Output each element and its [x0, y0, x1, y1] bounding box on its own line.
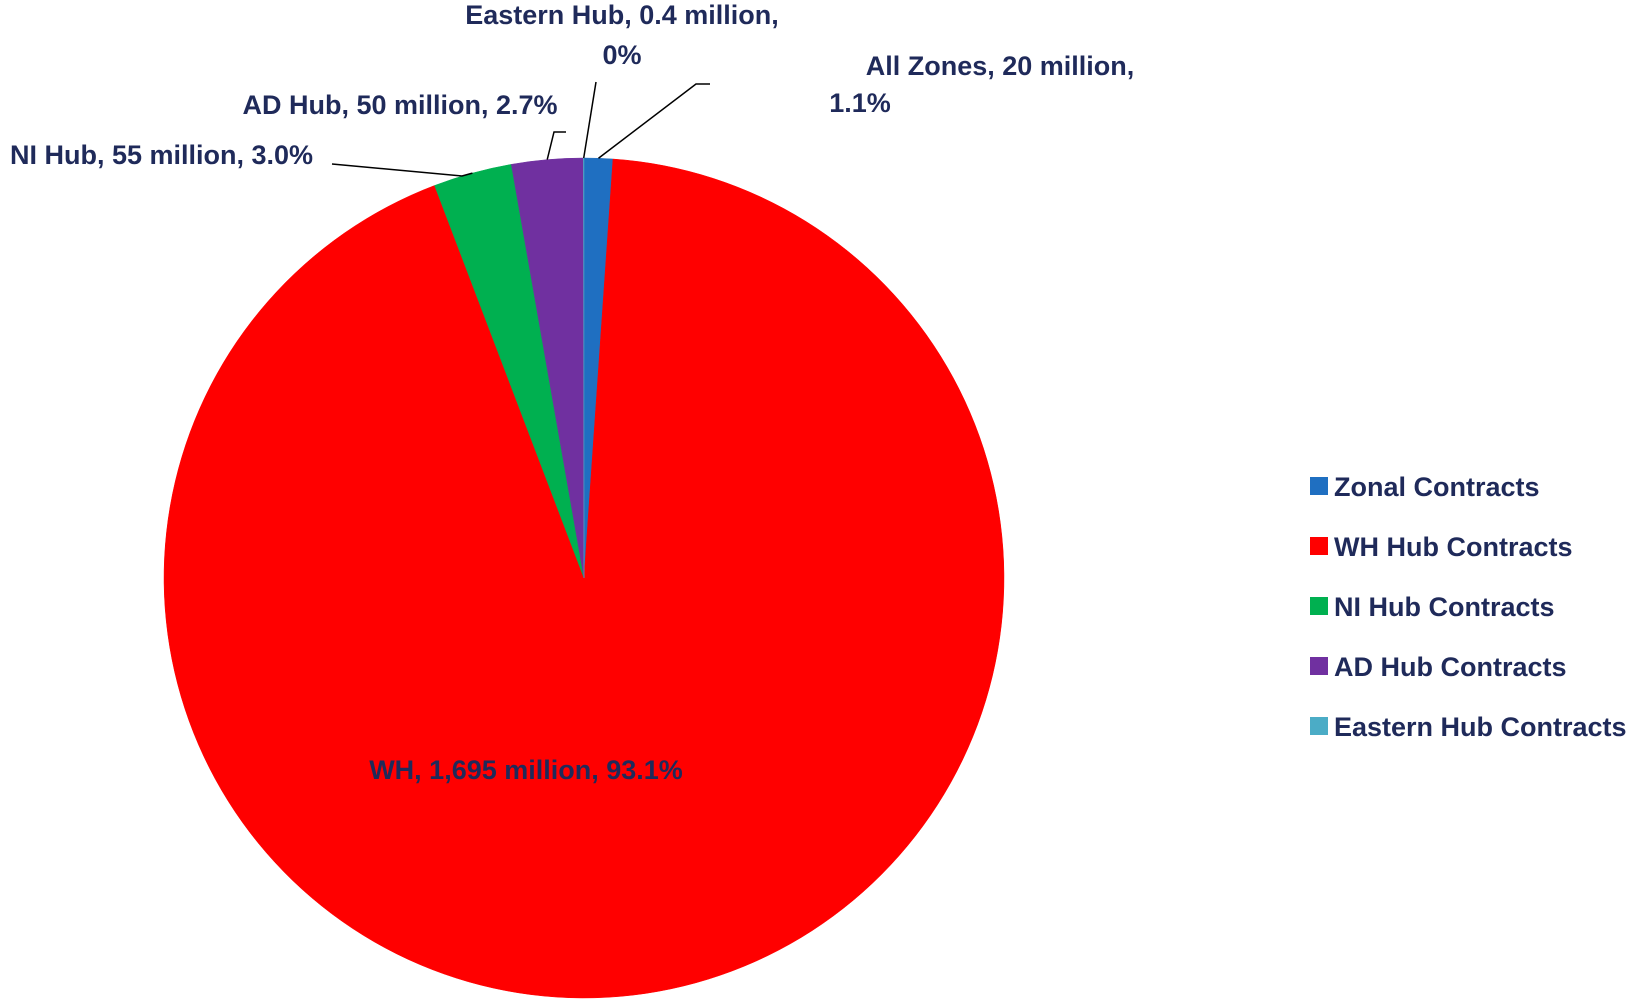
data-label-ad-hub: AD Hub, 50 million, 2.7%: [242, 90, 557, 120]
legend: Zonal Contracts WH Hub Contracts NI Hub Co…: [1310, 472, 1627, 742]
data-label-wh: WH, 1,695 million, 93.1%: [369, 755, 683, 785]
leader-line-ni-hub: [331, 163, 473, 177]
legend-swatch-zonal-contracts: [1310, 477, 1328, 495]
leader-line-all-zones: [598, 83, 710, 159]
data-label-all-zones: All Zones, 20 million,: [866, 51, 1135, 81]
data-labels: All Zones, 20 million, 1.1% WH, 1,695 mill…: [10, 0, 1134, 785]
legend-swatch-ad-hub-contracts: [1310, 657, 1328, 675]
leader-line-eastern-hub: [582, 81, 597, 159]
data-label-eastern-hub-line-2: 0%: [602, 40, 641, 70]
leader-lines: [331, 81, 710, 177]
legend-swatch-wh-hub-contracts: [1310, 537, 1328, 555]
leader-line-ad-hub: [546, 131, 566, 160]
legend-label-wh-hub-contracts: WH Hub Contracts: [1334, 532, 1573, 562]
legend-label-ad-hub-contracts: AD Hub Contracts: [1334, 652, 1567, 682]
legend-label-eastern-hub-contracts: Eastern Hub Contracts: [1334, 712, 1627, 742]
legend-swatch-ni-hub-contracts: [1310, 597, 1328, 615]
data-label-eastern-hub: Eastern Hub, 0.4 million,: [465, 0, 779, 30]
legend-label-ni-hub-contracts: NI Hub Contracts: [1334, 592, 1555, 622]
pie-slices: [163, 157, 1005, 999]
legend-swatch-eastern-hub-contracts: [1310, 717, 1328, 735]
legend-label-zonal-contracts: Zonal Contracts: [1334, 472, 1540, 502]
pie-slice-wh: [163, 158, 1005, 999]
data-label-ni-hub: NI Hub, 55 million, 3.0%: [10, 140, 313, 170]
data-label-all-zones-line-2: 1.1%: [829, 88, 891, 118]
